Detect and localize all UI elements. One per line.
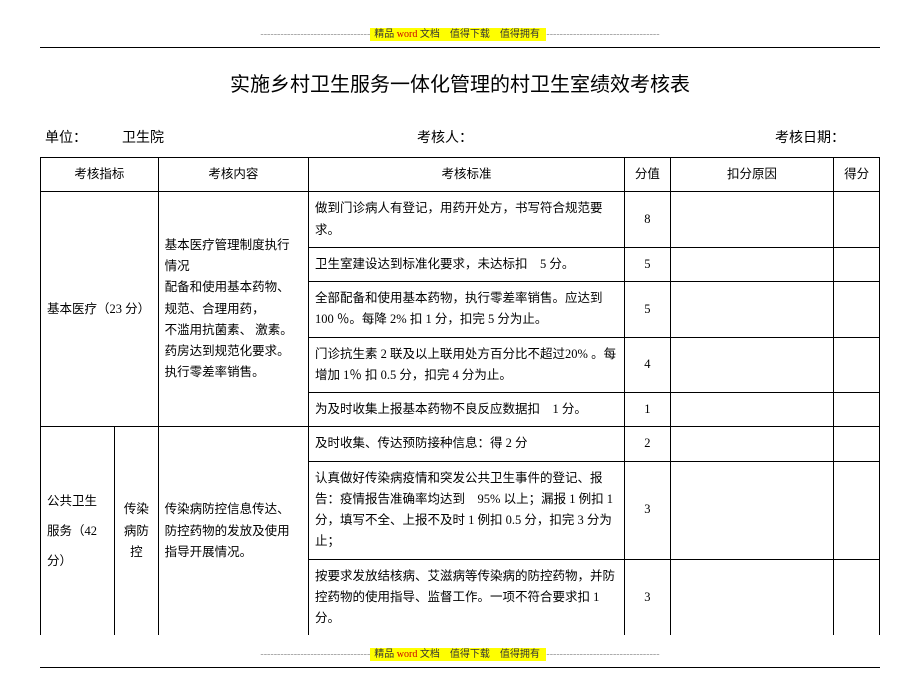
th-content: 考核内容 xyxy=(158,158,308,192)
bottom-rule xyxy=(40,667,880,668)
cell-final xyxy=(834,247,880,281)
cell-indicator-public: 公共卫生 服务（42 分） xyxy=(41,427,115,636)
th-reason: 扣分原因 xyxy=(670,158,833,192)
cell-score: 4 xyxy=(625,337,671,393)
cell-content-basic: 基本医疗管理制度执行情况 配备和使用基本药物、规范、合理用药， 不滥用抗菌素、 … xyxy=(158,192,308,427)
cell-reason xyxy=(670,337,833,393)
meta-row: 单位： 卫生院 考核人： 考核日期： xyxy=(45,127,875,147)
th-indicator: 考核指标 xyxy=(41,158,159,192)
banner-highlight-b: 精品 word 文档 值得下载 值得拥有 xyxy=(370,648,546,661)
cell-standard: 按要求发放结核病、艾滋病等传染病的防控药物，并防控药物的使用指导、监督工作。一项… xyxy=(309,559,625,635)
table-row: 基本医疗（23 分） 基本医疗管理制度执行情况 配备和使用基本药物、规范、合理用… xyxy=(41,192,880,248)
cell-standard: 卫生室建设达到标准化要求，未达标扣 5 分。 xyxy=(309,247,625,281)
cell-standard: 全部配备和使用基本药物，执行零差率销售。应达到 100 ％。每降 2% 扣 1 … xyxy=(309,282,625,338)
cell-reason xyxy=(670,282,833,338)
cell-standard: 认真做好传染病疫情和突发公共卫生事件的登记、报告：疫情报告准确率均达到 95% … xyxy=(309,461,625,559)
top-rule xyxy=(40,47,880,48)
cell-reason xyxy=(670,559,833,635)
cell-standard: 为及时收集上报基本药物不良反应数据扣 1 分。 xyxy=(309,393,625,427)
cell-standard: 做到门诊病人有登记，用药开处方，书写符合规范要求。 xyxy=(309,192,625,248)
cell-final xyxy=(834,337,880,393)
bottom-banner: ---------------------------------精品 word… xyxy=(40,645,880,661)
cell-reason xyxy=(670,192,833,248)
meta-assessor: 考核人： xyxy=(312,127,579,147)
cell-final xyxy=(834,559,880,635)
table-row: 公共卫生 服务（42 分） 传染病防控 传染病防控信息传达、防控药物的发放及使用… xyxy=(41,427,880,461)
cell-final xyxy=(834,282,880,338)
cell-standard: 及时收集、传达预防接种信息：得 2 分 xyxy=(309,427,625,461)
cell-reason xyxy=(670,247,833,281)
meta-unit: 单位： 卫生院 xyxy=(45,127,312,147)
page-title: 实施乡村卫生服务一体化管理的村卫生室绩效考核表 xyxy=(40,68,880,97)
assessment-table: 考核指标 考核内容 考核标准 分值 扣分原因 得分 基本医疗（23 分） 基本医… xyxy=(40,157,880,635)
cell-final xyxy=(834,427,880,461)
cell-reason xyxy=(670,461,833,559)
table-header-row: 考核指标 考核内容 考核标准 分值 扣分原因 得分 xyxy=(41,158,880,192)
cell-score: 5 xyxy=(625,282,671,338)
cell-indicator-basic: 基本医疗（23 分） xyxy=(41,192,159,427)
banner-dash-left: --------------------------------- xyxy=(260,29,370,40)
cell-final xyxy=(834,461,880,559)
top-banner: ---------------------------------精品 word… xyxy=(40,25,880,41)
cell-sub-label: 传染病防控 xyxy=(115,427,159,636)
banner-dash-right: ---------------------------------- xyxy=(546,29,659,40)
cell-score: 3 xyxy=(625,461,671,559)
cell-score: 5 xyxy=(625,247,671,281)
cell-reason xyxy=(670,427,833,461)
th-standard: 考核标准 xyxy=(309,158,625,192)
cell-score: 8 xyxy=(625,192,671,248)
cell-reason xyxy=(670,393,833,427)
cell-standard: 门诊抗生素 2 联及以上联用处方百分比不超过20% 。每增加 1％ 扣 0.5 … xyxy=(309,337,625,393)
cell-score: 2 xyxy=(625,427,671,461)
cell-score: 3 xyxy=(625,559,671,635)
th-final: 得分 xyxy=(834,158,880,192)
cell-final xyxy=(834,192,880,248)
cell-score: 1 xyxy=(625,393,671,427)
banner-highlight: 精品 word 文档 值得下载 值得拥有 xyxy=(370,28,546,41)
th-score: 分值 xyxy=(625,158,671,192)
cell-content-public: 传染病防控信息传达、防控药物的发放及使用指导开展情况。 xyxy=(158,427,308,636)
cell-final xyxy=(834,393,880,427)
meta-date: 考核日期： xyxy=(578,127,875,147)
